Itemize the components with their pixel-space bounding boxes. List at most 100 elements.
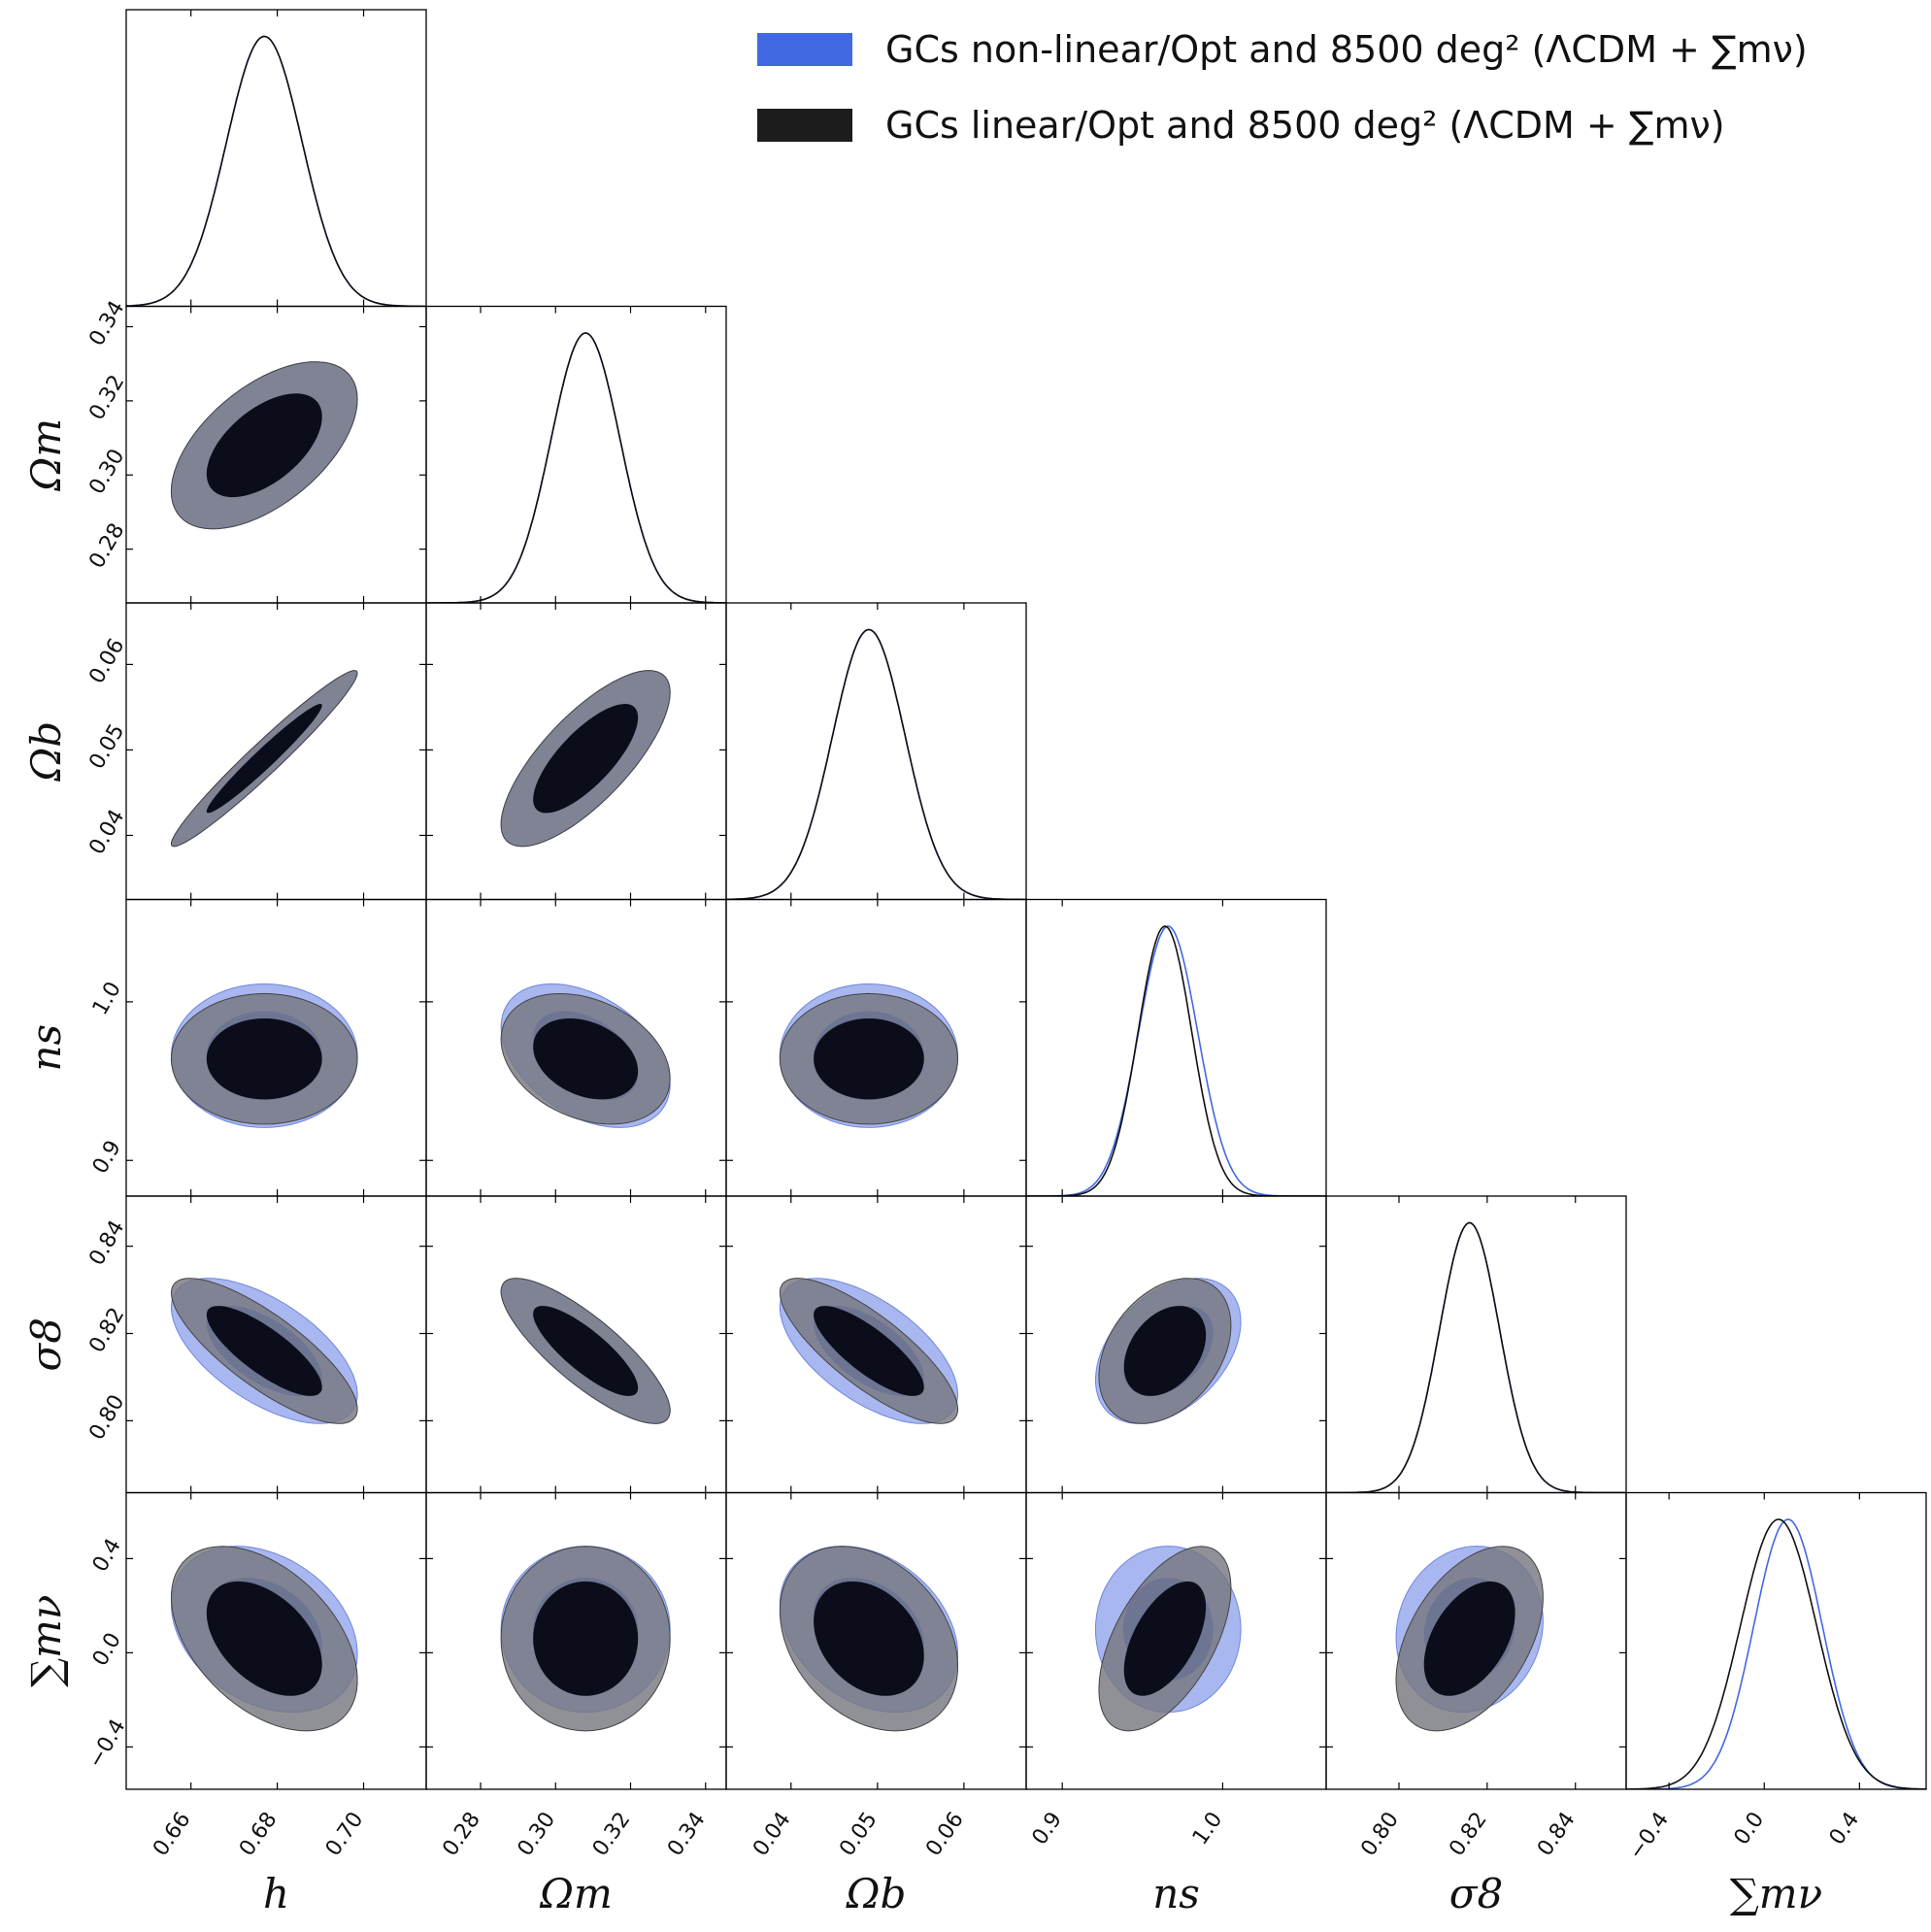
panel-body [170, 361, 358, 530]
panel-frame [725, 602, 1027, 901]
y-tick-label-om: 0.32 [84, 371, 129, 424]
panel-s8-vs-ns [1025, 1195, 1327, 1494]
panel-mnu-vs-om [425, 1491, 727, 1790]
panel-frame [1025, 898, 1327, 1197]
panel-body [1094, 1546, 1242, 1732]
contour-68-linear [533, 704, 639, 814]
contour-68-linear [814, 1018, 924, 1100]
panel-s8-vs-om [425, 1195, 727, 1494]
panel-body [170, 1278, 358, 1424]
marginal-s8-linear [1326, 1221, 1626, 1493]
panel-body [1395, 1546, 1544, 1732]
contour-68-linear [1123, 1306, 1207, 1396]
x-tick-label-s8: 0.82 [1445, 1808, 1492, 1860]
legend-label-linear: GCs linear/Opt and 8500 deg² (ΛCDM + ∑mν… [885, 104, 1725, 147]
panel-body [779, 983, 959, 1128]
x-tick-label-om: 0.30 [514, 1808, 561, 1860]
y-tick-label-mnu: 0.0 [88, 1629, 126, 1671]
x-tick-label-s8: 0.84 [1533, 1808, 1581, 1860]
marginal-mnu-linear [1626, 1518, 1926, 1789]
marginal-ob-linear [726, 628, 1026, 900]
x-tick-label-ob: 0.06 [921, 1808, 969, 1860]
panel-body [1626, 1518, 1926, 1789]
contour-68-linear [814, 1581, 924, 1696]
panel-s8-vs-ob [725, 1195, 1027, 1494]
marginal-h-nonlinear [126, 35, 426, 307]
panel-body [170, 983, 358, 1128]
panel-body [779, 1278, 959, 1424]
panel-om-vs-h [125, 305, 427, 604]
x-tick-label-mnu: −0.4 [1624, 1808, 1674, 1864]
x-tick-label-mnu: 0.4 [1825, 1808, 1865, 1849]
y-tick-label-s8: 0.82 [84, 1304, 129, 1357]
panel-h-vs-h [125, 9, 427, 308]
panel-frame [1325, 1195, 1627, 1494]
y-tick-label-ob: 0.05 [84, 720, 129, 774]
panel-frame [425, 305, 727, 604]
panel-s8-vs-h [125, 1195, 427, 1494]
x-tick-label-om: 0.28 [438, 1808, 485, 1860]
y-tick-label-ob: 0.06 [84, 635, 129, 688]
marginal-s8-nonlinear [1326, 1221, 1626, 1493]
legend-label-nonlinear: GCs non-linear/Opt and 8500 deg² (ΛCDM +… [885, 28, 1808, 71]
y-axis-label-ob: Ωb [22, 721, 70, 783]
panel-ns-vs-ns [1025, 898, 1327, 1197]
ticks-layer: 0.28 0.30 0.32 0.34 0.04 0.05 0.06 0.9 1.0 0.80 0.… [83, 10, 1864, 1864]
y-axis-label-om: Ωm [22, 418, 70, 492]
x-axis-label-om: Ωm [539, 1870, 613, 1917]
y-axis-label-s8: σ8 [22, 1317, 70, 1371]
contour-68-linear [1423, 1581, 1515, 1696]
panels-layer [125, 9, 1927, 1790]
y-tick-label-s8: 0.84 [84, 1216, 129, 1270]
x-tick-label-om: 0.32 [588, 1808, 636, 1860]
contour-68-linear [814, 1306, 924, 1396]
panel-frame [1625, 1491, 1927, 1790]
panel-body [726, 628, 1026, 900]
panel-ns-vs-h [125, 898, 427, 1197]
x-tick-label-ns: 1.0 [1188, 1808, 1228, 1849]
y-tick-label-ns: 0.9 [88, 1137, 126, 1179]
legend-swatch-nonlinear [757, 33, 852, 66]
panel-mnu-vs-mnu [1625, 1491, 1927, 1790]
panel-body [500, 1546, 671, 1732]
y-tick-label-ob: 0.04 [84, 806, 129, 859]
contour-68-linear [206, 704, 322, 814]
contour-68-linear [533, 1306, 639, 1396]
x-tick-label-ob: 0.05 [835, 1808, 882, 1860]
x-axis-label-s8: σ8 [1449, 1870, 1503, 1917]
marginal-ob-nonlinear [726, 628, 1026, 900]
panel-body [1326, 1221, 1626, 1493]
marginal-ns-nonlinear [1026, 925, 1326, 1196]
x-axis-label-ns: ns [1152, 1870, 1200, 1917]
x-tick-label-s8: 0.80 [1356, 1808, 1404, 1860]
panel-ns-vs-om [425, 898, 727, 1197]
y-tick-label-mnu: −0.4 [83, 1715, 130, 1773]
axis-labels-layer: h Ωm Ωm Ωb Ωb ns ns σ8 σ8 ∑mν ∑mν [22, 418, 1822, 1917]
x-tick-label-om: 0.34 [663, 1808, 711, 1860]
x-axis-label-mnu: ∑mν [1730, 1870, 1822, 1917]
y-axis-label-mnu: ∑mν [22, 1595, 70, 1687]
y-tick-label-om: 0.30 [84, 446, 129, 499]
panel-body [779, 1546, 958, 1732]
panel-body [170, 1546, 358, 1732]
y-tick-label-om: 0.28 [84, 519, 129, 573]
x-tick-label-ob: 0.04 [749, 1808, 796, 1860]
panel-body [426, 332, 726, 603]
contour-68-linear [1123, 1581, 1207, 1696]
contour-68-linear [206, 1306, 322, 1396]
y-tick-label-om: 0.34 [84, 297, 129, 350]
marginal-h-linear [126, 35, 426, 307]
marginal-om-nonlinear [426, 332, 726, 603]
contour-68-linear [533, 1581, 639, 1696]
x-tick-label-h: 0.70 [321, 1808, 369, 1860]
panel-body [500, 1278, 671, 1424]
panel-body [500, 670, 671, 848]
x-tick-label-h: 0.68 [235, 1808, 283, 1860]
x-tick-label-mnu: 0.0 [1730, 1808, 1770, 1849]
marginal-mnu-nonlinear [1626, 1518, 1926, 1789]
panel-mnu-vs-h [125, 1491, 427, 1790]
marginal-om-linear [426, 332, 726, 603]
x-axis-label-ob: Ωb [846, 1870, 907, 1917]
contour-68-linear [206, 1581, 322, 1696]
x-axis-label-h: h [263, 1870, 289, 1917]
